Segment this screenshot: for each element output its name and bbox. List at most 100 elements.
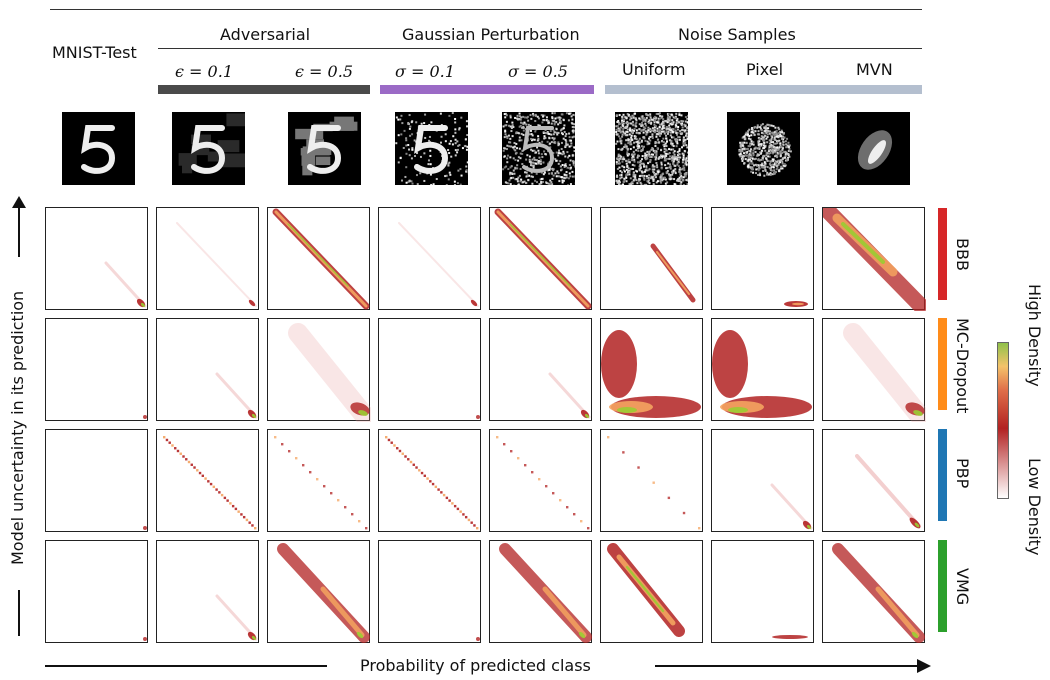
density-tail [770, 483, 813, 530]
density-dot [302, 464, 305, 467]
heatmap-cell-r1-c0 [45, 318, 148, 421]
group-bar-adversarial [158, 85, 370, 94]
density-dot [573, 513, 576, 516]
density-plot [784, 301, 808, 307]
density-dot [204, 477, 207, 480]
density-dot [309, 471, 312, 474]
heatmap-cell-r1-c2 [267, 318, 371, 422]
density-dot [393, 444, 396, 447]
density-dot [407, 458, 410, 461]
density-plot [143, 526, 147, 530]
density-dot [240, 513, 243, 516]
density-plot [143, 637, 147, 641]
heatmap-cell-r1-c3 [378, 318, 481, 421]
density-dot [448, 499, 451, 502]
sub-mvn: MVN [856, 60, 893, 79]
density-plot [476, 637, 480, 641]
heatmap-cell-r1-c7 [822, 318, 926, 422]
density-plot [770, 483, 813, 530]
density-plot [272, 208, 370, 310]
density-dot [201, 474, 205, 478]
density-dot [218, 491, 221, 494]
density-dot [667, 496, 671, 500]
heatmap-cell-r3-c6 [711, 540, 814, 643]
density-peak [578, 631, 586, 639]
density-tail [843, 323, 926, 422]
density-peak [287, 223, 349, 287]
density-dot [248, 521, 251, 524]
density-ridge [712, 330, 748, 398]
density-tail [104, 261, 147, 308]
density-plot [607, 543, 685, 637]
density-dot [496, 436, 499, 439]
density-dot [622, 451, 625, 454]
density-ridge-core [542, 586, 587, 638]
density-dot [207, 480, 210, 483]
heatmap-cell-r1-c6 [711, 318, 814, 421]
density-plot [496, 436, 590, 530]
density-dot [288, 450, 291, 453]
density-plot [607, 436, 701, 530]
density-dot [351, 513, 354, 516]
density-dot [580, 520, 583, 523]
density-tail [288, 323, 371, 422]
row-bar-pbp [938, 429, 947, 521]
density-plot [855, 454, 921, 529]
density-tail [215, 372, 258, 419]
density-plot [288, 323, 371, 422]
row-label-bbb: BBB [953, 238, 972, 271]
density-peak [911, 631, 919, 639]
density-peak [140, 302, 146, 308]
density-plot [163, 436, 257, 530]
colorbar-low-label: Low Density [1025, 458, 1044, 556]
density-dot [559, 499, 562, 502]
density-dot [437, 488, 440, 491]
density-dot [473, 524, 476, 527]
density-dot [337, 499, 340, 502]
density-dot [365, 527, 368, 530]
density-plot [823, 208, 926, 311]
density-dot [682, 511, 686, 515]
density-plot [215, 594, 258, 641]
y-axis-label: Model uncertainty in its prediction [8, 290, 27, 565]
density-dot [464, 515, 468, 519]
sub-sigma-05: σ = 0.5 [508, 62, 568, 81]
colorbar-high-label: High Density [1025, 284, 1044, 387]
density-dot [524, 464, 527, 467]
density-dot [245, 518, 249, 522]
density-dot [229, 502, 232, 505]
density-dot [426, 477, 429, 480]
density-peak [625, 565, 665, 613]
heatmap-cell-r2-c1 [156, 429, 259, 532]
density-dot [418, 469, 421, 472]
group-bar-noise [605, 85, 922, 94]
density-dot [344, 506, 347, 509]
heatmap-cell-r3-c1 [156, 540, 259, 643]
density-dot [476, 527, 479, 530]
heatmap-cell-r0-c6 [711, 207, 814, 310]
density-dot [442, 493, 446, 497]
heatmap-cell-r2-c5 [600, 429, 703, 532]
density-dot [545, 485, 548, 488]
density-peak [728, 407, 748, 413]
mvn-thumb [837, 112, 910, 185]
density-dot [404, 455, 407, 458]
density-dot [274, 436, 277, 439]
density-dot [453, 504, 457, 508]
density-peak [914, 522, 920, 528]
density-dot [251, 524, 254, 527]
density-corner [476, 415, 480, 419]
density-dot [163, 436, 166, 439]
y-axis-arrow [18, 205, 20, 257]
density-dot [182, 455, 185, 458]
density-dot [637, 466, 640, 469]
density-dot [385, 436, 388, 439]
density-plot [772, 635, 808, 639]
density-dot [231, 504, 235, 508]
density-peak [792, 302, 804, 306]
density-plot [104, 261, 147, 308]
density-dot [698, 527, 701, 530]
heatmap-cell-r3-c7 [822, 540, 925, 643]
density-corner [143, 637, 147, 641]
density-dot [223, 496, 227, 500]
